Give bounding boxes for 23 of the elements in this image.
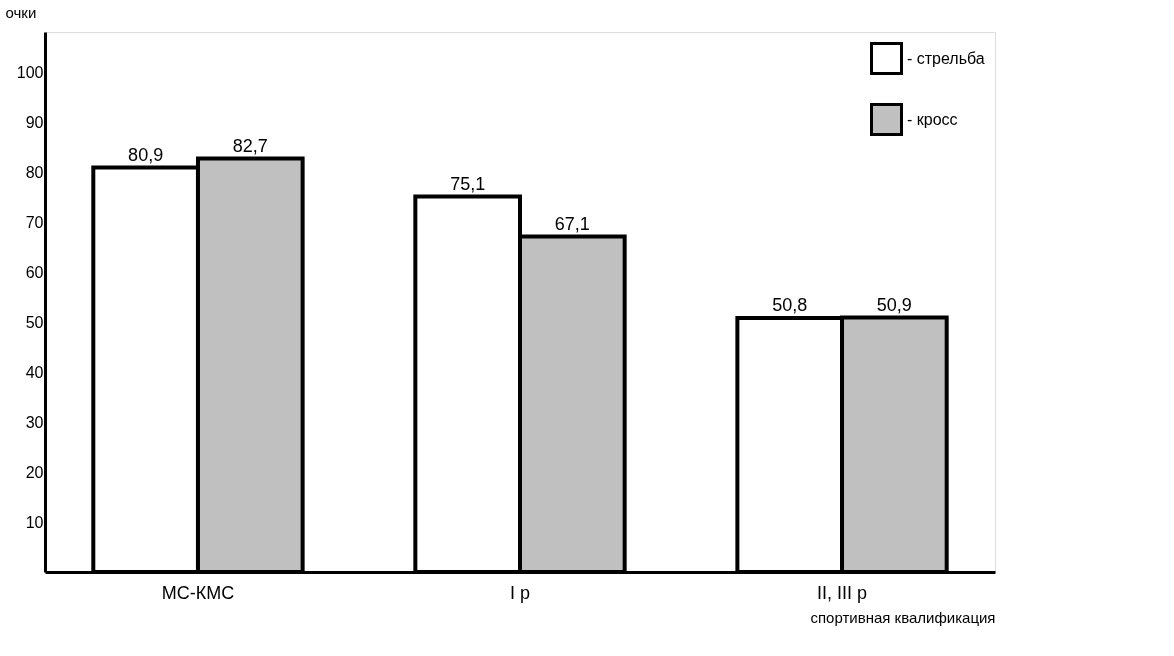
y-tick-label: 30 xyxy=(25,413,44,431)
y-tick-label: 80 xyxy=(25,163,44,181)
data-label: 50,8 xyxy=(772,295,808,315)
y-axis-title: очки xyxy=(5,3,37,21)
x-axis-title: спортивная квалификация xyxy=(810,608,996,626)
y-tick-label: 60 xyxy=(25,263,44,281)
legend-label: - кросс xyxy=(907,110,958,128)
y-tick-label: 70 xyxy=(25,213,44,231)
x-tick-label: I р xyxy=(509,582,531,603)
y-tick-label: 40 xyxy=(25,363,44,381)
data-label: 67,1 xyxy=(554,213,590,234)
data-label: 82,7 xyxy=(232,135,268,156)
y-tick-label: 10 xyxy=(25,513,44,531)
x-tick-label: II, III р xyxy=(817,582,868,603)
data-label: 75,1 xyxy=(450,173,486,194)
y-tick-label: 100 xyxy=(16,63,44,81)
legend-label: - стрельба xyxy=(907,49,985,67)
y-tick-label: 50 xyxy=(25,313,44,331)
y-tick-label: 20 xyxy=(25,463,44,481)
data-label: 80,9 xyxy=(128,144,164,165)
x-tick-label: МС-КМС xyxy=(161,582,235,603)
data-label: 50,9 xyxy=(876,294,912,315)
y-tick-label: 90 xyxy=(25,113,44,131)
